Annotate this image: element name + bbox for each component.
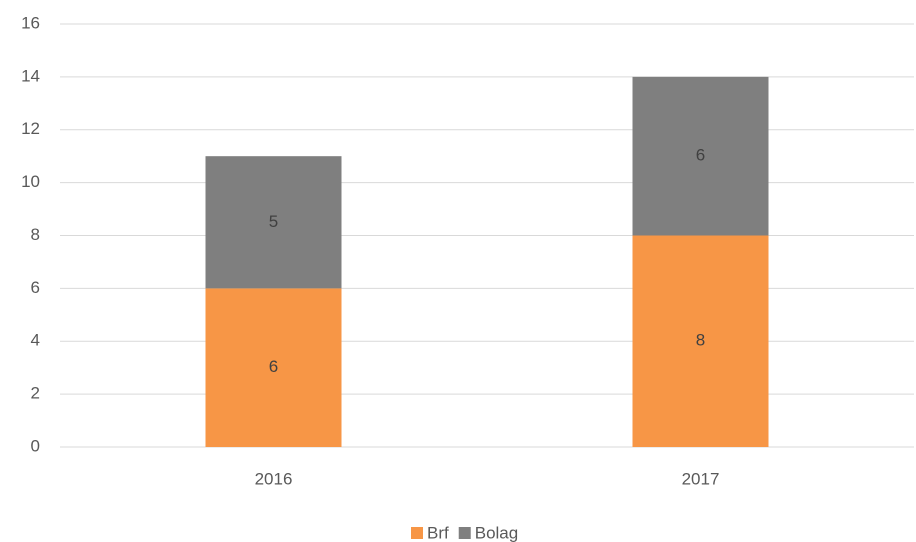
- y-tick-label: 12: [21, 119, 40, 138]
- y-tick-label: 10: [21, 172, 40, 191]
- y-tick-label: 8: [31, 225, 40, 244]
- y-tick-label: 14: [21, 66, 40, 85]
- legend-label: Bolag: [475, 523, 518, 542]
- y-tick-label: 4: [31, 331, 40, 350]
- bar-segment: [632, 76, 769, 236]
- data-label: 6: [269, 357, 278, 376]
- legend-swatch: [411, 527, 423, 539]
- bar-segment: [632, 235, 769, 447]
- data-label: 5: [269, 212, 278, 231]
- bar-segment: [205, 288, 342, 447]
- y-tick-label: 6: [31, 278, 40, 297]
- data-label: 6: [696, 146, 705, 165]
- data-label: 8: [696, 331, 705, 350]
- y-tick-label: 2: [31, 384, 40, 403]
- legend-label: Brf: [427, 523, 449, 542]
- y-tick-label: 16: [21, 13, 40, 32]
- y-tick-label: 0: [31, 436, 40, 455]
- legend-swatch: [458, 527, 471, 539]
- x-tick-label: 2016: [255, 469, 293, 488]
- bar-segment: [205, 156, 342, 289]
- x-tick-label: 2017: [682, 469, 720, 488]
